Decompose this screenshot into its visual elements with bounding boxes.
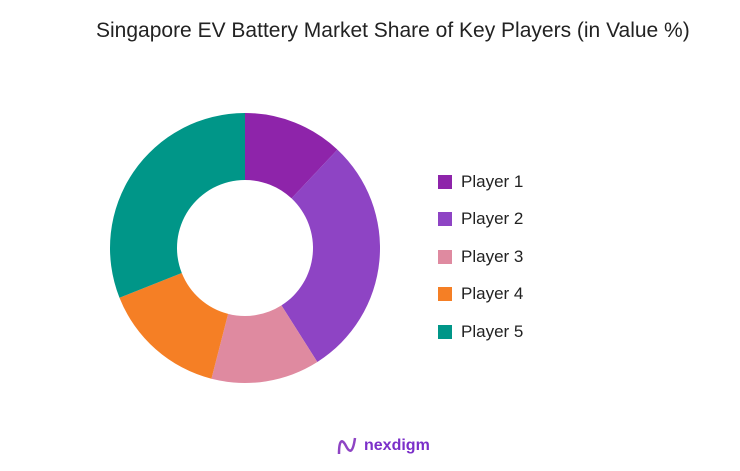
legend-label: Player 1 bbox=[461, 171, 524, 191]
legend-item: Player 2 bbox=[438, 201, 523, 239]
legend-label: Player 2 bbox=[461, 209, 524, 229]
legend-item: Player 1 bbox=[438, 163, 523, 201]
legend-label: Player 3 bbox=[461, 246, 524, 266]
legend-label: Player 4 bbox=[461, 284, 524, 304]
slice-player-4 bbox=[119, 273, 229, 379]
slice-player-3 bbox=[211, 305, 318, 383]
legend-swatch bbox=[438, 287, 452, 302]
chart-title: Singapore EV Battery Market Share of Key… bbox=[96, 19, 690, 42]
nexdigm-logo-icon bbox=[337, 437, 357, 455]
slice-player-5 bbox=[110, 113, 245, 298]
legend-swatch bbox=[438, 324, 452, 339]
legend: Player 1 Player 2 Player 3 Player 4 Player 5 bbox=[438, 163, 523, 351]
slice-player-1 bbox=[245, 113, 338, 199]
legend-item: Player 3 bbox=[438, 238, 523, 276]
legend-item: Player 5 bbox=[438, 313, 523, 351]
legend-label: Player 5 bbox=[461, 321, 524, 341]
legend-swatch bbox=[438, 212, 452, 227]
logo-text: nexdigm bbox=[364, 437, 430, 454]
legend-swatch bbox=[438, 174, 452, 189]
slice-player-2 bbox=[281, 149, 380, 362]
legend-item: Player 4 bbox=[438, 276, 523, 314]
nexdigm-logo: nexdigm bbox=[336, 436, 430, 456]
legend-swatch bbox=[438, 249, 452, 264]
